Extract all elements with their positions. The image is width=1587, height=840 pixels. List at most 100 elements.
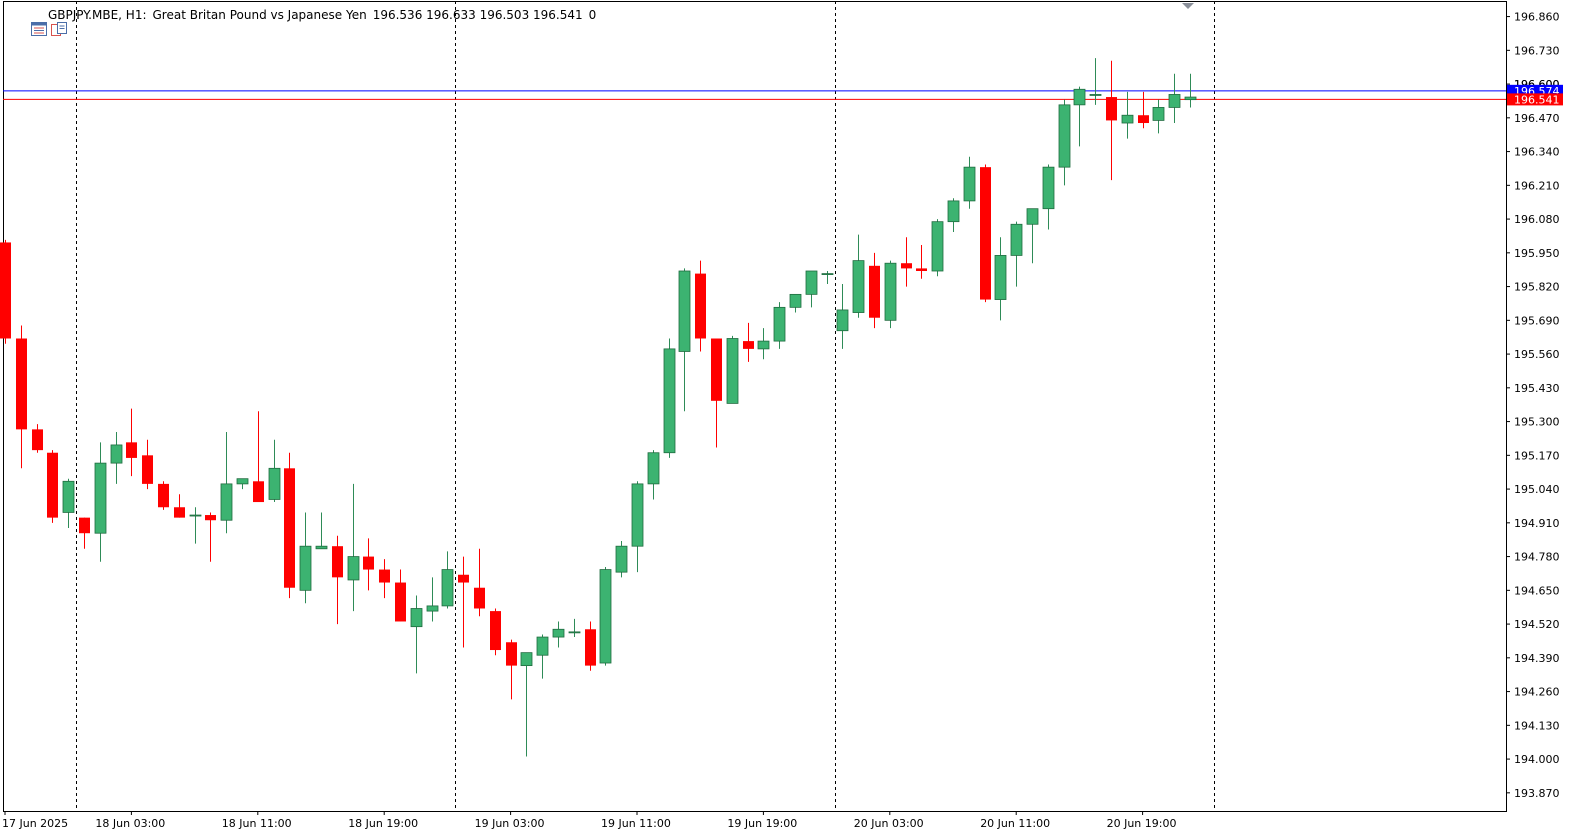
candle[interactable] [1042,164,1055,230]
candle-body [441,569,454,607]
candle-body [743,341,754,349]
candle-body [695,273,706,339]
candle[interactable] [1168,73,1181,124]
candle[interactable] [963,156,976,209]
candle[interactable] [315,512,328,550]
candle[interactable] [869,252,880,329]
candle[interactable] [174,494,185,518]
candle[interactable] [142,439,153,490]
candle[interactable] [852,234,865,318]
candle[interactable] [568,618,581,638]
price-tick-label: 194.260 [1514,686,1560,699]
candle[interactable] [299,512,312,604]
candle[interactable] [426,577,439,622]
time-tick-label: 17 Jun 2025 [2,817,68,830]
candle[interactable] [94,442,107,562]
candle[interactable] [916,245,927,279]
candle[interactable] [379,559,390,599]
time-axis[interactable]: 17 Jun 2025 18 Jun 03:00 18 Jun 11:00 18 Ju… [2,811,1176,830]
candle[interactable] [62,478,75,529]
candle[interactable] [1073,86,1086,147]
candle[interactable] [158,481,169,510]
candle[interactable] [253,411,264,503]
price-axis[interactable]: 196.860196.730196.600196.470196.340196.2… [1506,11,1560,800]
candle[interactable] [931,219,944,277]
candle[interactable] [32,424,43,453]
candle[interactable] [490,608,501,656]
symbol-properties-icon[interactable] [28,8,67,36]
candle[interactable] [1010,221,1023,287]
candle[interactable] [1138,91,1149,129]
candle[interactable] [536,634,549,679]
candle[interactable] [615,541,628,578]
candle-body [821,273,834,275]
candle[interactable] [805,270,818,308]
price-tick-label: 195.560 [1514,348,1560,361]
candle[interactable] [1152,99,1165,134]
candle[interactable] [789,293,802,313]
candle[interactable] [110,431,123,484]
candle[interactable] [410,595,423,674]
candle[interactable] [441,551,454,609]
candle[interactable] [901,237,912,287]
candle[interactable] [79,517,90,549]
candle[interactable] [994,237,1007,321]
price-tick-label: 194.910 [1514,517,1560,530]
candle[interactable] [474,548,485,617]
candle[interactable] [126,408,137,477]
candle-body [901,263,912,269]
candle[interactable] [458,556,469,648]
candle[interactable] [711,338,722,448]
candle[interactable] [220,431,233,534]
candle[interactable] [363,538,374,591]
candle-body [916,268,927,271]
candle[interactable] [189,507,202,544]
candle-body [994,255,1007,300]
candle[interactable] [205,512,216,562]
candle[interactable] [1184,73,1197,108]
candle[interactable] [884,260,897,329]
candle[interactable] [821,271,834,284]
candle[interactable] [1106,60,1117,181]
candle[interactable] [268,439,281,503]
candle-body [347,556,360,581]
candle[interactable] [726,335,739,404]
candle[interactable] [631,481,644,573]
candle[interactable] [757,328,770,360]
candle[interactable] [743,322,754,362]
candle[interactable] [16,325,27,469]
candle[interactable] [520,652,533,757]
candle[interactable] [647,450,660,500]
candle[interactable] [836,283,849,349]
candle[interactable] [1121,91,1134,139]
candle[interactable] [284,452,295,599]
candle-body [1073,88,1086,106]
candle[interactable] [585,621,596,671]
candle[interactable] [47,450,58,523]
candle[interactable] [695,260,706,352]
candle[interactable] [678,268,691,412]
candle-body [805,270,818,295]
candle[interactable] [1058,99,1071,186]
candle[interactable] [947,198,960,233]
candle[interactable] [1026,208,1039,264]
candles[interactable] [0,58,1197,757]
candle[interactable] [236,478,249,490]
candle[interactable] [332,535,343,625]
candle[interactable] [663,338,676,458]
candle-body [536,636,549,656]
chart-window-icon[interactable] [8,8,47,36]
candle[interactable] [347,483,360,612]
candle[interactable] [599,566,612,666]
candle[interactable] [552,621,565,648]
candle[interactable] [395,569,406,622]
candle[interactable] [773,302,786,349]
candle[interactable] [980,164,991,303]
candle[interactable] [1089,58,1102,105]
candle-body [220,483,233,521]
candle[interactable] [506,639,517,700]
candle-body [678,270,691,352]
candle[interactable] [0,239,11,344]
